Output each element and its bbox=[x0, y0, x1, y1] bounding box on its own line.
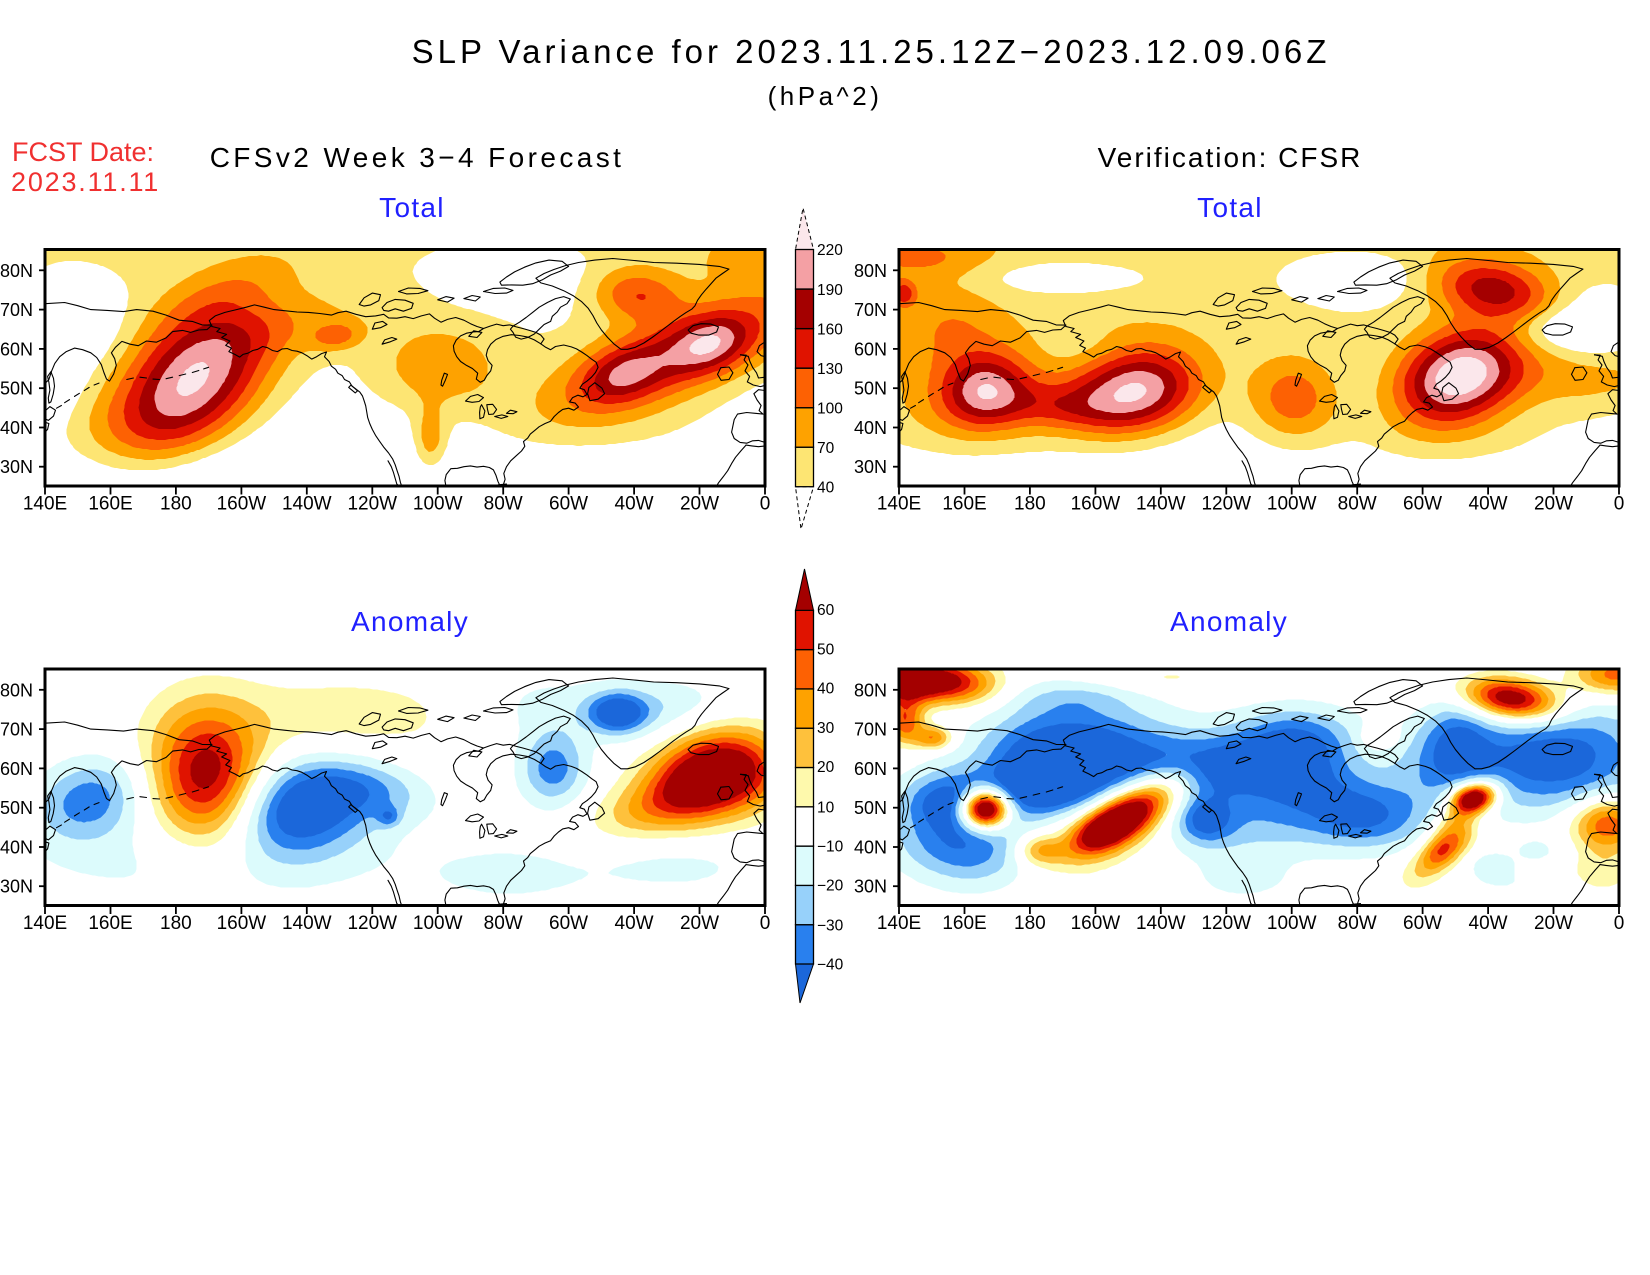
svg-text:40W: 40W bbox=[1469, 913, 1508, 934]
svg-text:80W: 80W bbox=[1338, 913, 1377, 934]
svg-text:70N: 70N bbox=[0, 300, 33, 320]
svg-text:140W: 140W bbox=[282, 913, 332, 934]
svg-text:0: 0 bbox=[1614, 913, 1625, 934]
svg-text:40: 40 bbox=[817, 681, 835, 698]
svg-text:30N: 30N bbox=[854, 877, 887, 897]
svg-text:50N: 50N bbox=[854, 379, 887, 399]
svg-text:160: 160 bbox=[817, 321, 843, 338]
svg-text:180: 180 bbox=[1014, 494, 1046, 515]
svg-text:0: 0 bbox=[1614, 494, 1625, 515]
svg-text:40N: 40N bbox=[854, 418, 887, 438]
svg-text:70N: 70N bbox=[854, 720, 887, 740]
svg-text:140E: 140E bbox=[23, 494, 67, 515]
svg-text:0: 0 bbox=[760, 913, 771, 934]
svg-text:160E: 160E bbox=[88, 913, 132, 934]
svg-text:100W: 100W bbox=[413, 913, 463, 934]
svg-text:60N: 60N bbox=[854, 759, 887, 779]
svg-text:160E: 160E bbox=[942, 494, 986, 515]
svg-text:120W: 120W bbox=[1201, 913, 1251, 934]
svg-text:80W: 80W bbox=[484, 494, 523, 515]
svg-text:60W: 60W bbox=[549, 913, 588, 934]
svg-text:160W: 160W bbox=[217, 913, 267, 934]
svg-text:80N: 80N bbox=[0, 261, 33, 281]
svg-text:20W: 20W bbox=[1534, 494, 1573, 515]
svg-text:60N: 60N bbox=[0, 339, 33, 359]
svg-text:140W: 140W bbox=[1136, 913, 1186, 934]
svg-text:40W: 40W bbox=[1469, 494, 1508, 515]
svg-text:40N: 40N bbox=[0, 838, 33, 858]
svg-text:2023.11.11: 2023.11.11 bbox=[11, 167, 160, 197]
svg-text:100W: 100W bbox=[1267, 913, 1317, 934]
svg-text:180: 180 bbox=[1014, 913, 1046, 934]
svg-text:140E: 140E bbox=[877, 913, 921, 934]
svg-text:Anomaly: Anomaly bbox=[1170, 606, 1288, 637]
svg-text:160W: 160W bbox=[1071, 913, 1121, 934]
svg-text:190: 190 bbox=[817, 282, 843, 299]
svg-text:20W: 20W bbox=[680, 494, 719, 515]
svg-text:−40: −40 bbox=[817, 957, 844, 974]
svg-text:40N: 40N bbox=[0, 418, 33, 438]
svg-text:70: 70 bbox=[817, 440, 835, 457]
svg-text:140W: 140W bbox=[282, 494, 332, 515]
svg-text:60W: 60W bbox=[549, 494, 588, 515]
svg-text:60N: 60N bbox=[0, 759, 33, 779]
svg-text:80W: 80W bbox=[1338, 494, 1377, 515]
svg-text:Anomaly: Anomaly bbox=[351, 606, 469, 637]
svg-text:−10: −10 bbox=[817, 839, 844, 856]
svg-text:120W: 120W bbox=[347, 913, 397, 934]
svg-text:60N: 60N bbox=[854, 339, 887, 359]
svg-text:50: 50 bbox=[817, 641, 835, 658]
svg-text:50N: 50N bbox=[854, 798, 887, 818]
svg-text:FCST Date:: FCST Date: bbox=[12, 137, 154, 167]
svg-text:30N: 30N bbox=[0, 457, 33, 477]
svg-text:160E: 160E bbox=[88, 494, 132, 515]
svg-text:180: 180 bbox=[160, 913, 192, 934]
svg-text:80N: 80N bbox=[0, 680, 33, 700]
svg-text:Total: Total bbox=[1197, 192, 1263, 223]
svg-text:0: 0 bbox=[760, 494, 771, 515]
svg-text:Total: Total bbox=[379, 192, 445, 223]
svg-text:180: 180 bbox=[160, 494, 192, 515]
svg-text:40W: 40W bbox=[615, 913, 654, 934]
svg-text:40: 40 bbox=[817, 480, 835, 497]
svg-text:Verification: CFSR: Verification: CFSR bbox=[1098, 142, 1363, 173]
svg-text:40W: 40W bbox=[615, 494, 654, 515]
svg-text:140E: 140E bbox=[877, 494, 921, 515]
svg-text:20W: 20W bbox=[1534, 913, 1573, 934]
svg-text:120W: 120W bbox=[1201, 494, 1251, 515]
svg-text:10: 10 bbox=[817, 800, 835, 817]
svg-text:50N: 50N bbox=[0, 379, 33, 399]
svg-text:160W: 160W bbox=[1071, 494, 1121, 515]
svg-text:60W: 60W bbox=[1403, 913, 1442, 934]
svg-text:100: 100 bbox=[817, 400, 843, 417]
svg-text:50N: 50N bbox=[0, 798, 33, 818]
svg-text:20W: 20W bbox=[680, 913, 719, 934]
svg-text:140W: 140W bbox=[1136, 494, 1186, 515]
svg-text:CFSv2 Week 3−4 Forecast: CFSv2 Week 3−4 Forecast bbox=[210, 142, 625, 173]
svg-text:80W: 80W bbox=[484, 913, 523, 934]
svg-text:220: 220 bbox=[817, 242, 843, 259]
svg-text:30: 30 bbox=[817, 720, 835, 737]
svg-text:40N: 40N bbox=[854, 838, 887, 858]
svg-text:160E: 160E bbox=[942, 913, 986, 934]
svg-text:100W: 100W bbox=[413, 494, 463, 515]
svg-text:−20: −20 bbox=[817, 878, 844, 895]
svg-text:30N: 30N bbox=[0, 877, 33, 897]
svg-text:140E: 140E bbox=[23, 913, 67, 934]
svg-text:80N: 80N bbox=[854, 261, 887, 281]
svg-text:80N: 80N bbox=[854, 680, 887, 700]
svg-text:(hPa^2): (hPa^2) bbox=[768, 81, 883, 111]
svg-text:130: 130 bbox=[817, 361, 843, 378]
svg-text:120W: 120W bbox=[347, 494, 397, 515]
svg-text:100W: 100W bbox=[1267, 494, 1317, 515]
svg-text:60: 60 bbox=[817, 602, 835, 619]
svg-text:70N: 70N bbox=[854, 300, 887, 320]
svg-text:60W: 60W bbox=[1403, 494, 1442, 515]
svg-text:20: 20 bbox=[817, 759, 835, 776]
svg-text:−30: −30 bbox=[817, 917, 844, 934]
svg-text:70N: 70N bbox=[0, 720, 33, 740]
svg-text:30N: 30N bbox=[854, 457, 887, 477]
svg-text:SLP Variance for 2023.11.25.12: SLP Variance for 2023.11.25.12Z−2023.12.… bbox=[412, 33, 1331, 70]
svg-text:160W: 160W bbox=[217, 494, 267, 515]
